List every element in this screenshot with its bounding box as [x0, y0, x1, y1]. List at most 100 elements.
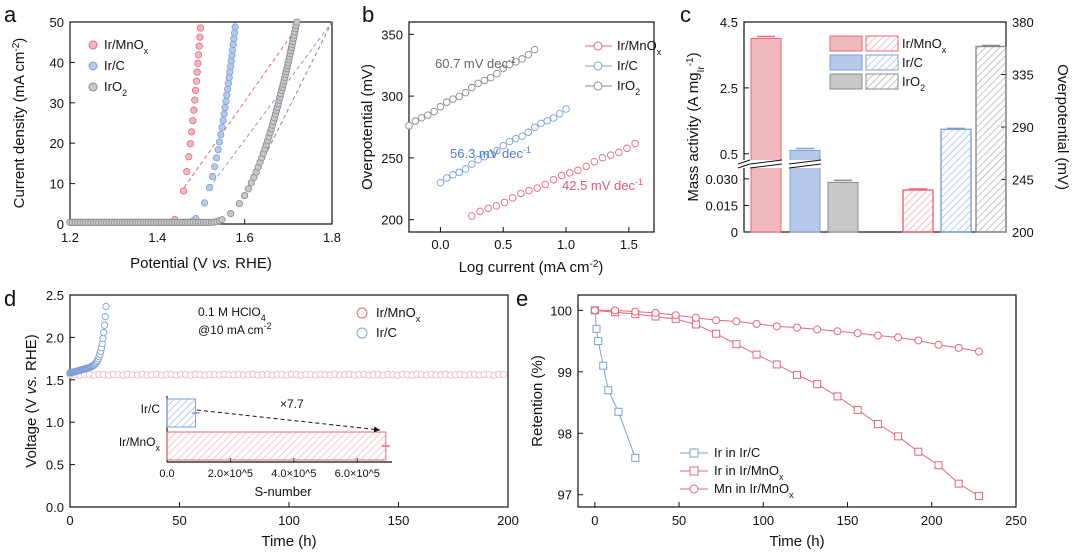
- e-point: [934, 340, 943, 349]
- a-xlabel: Potential (V vs. RHE): [130, 255, 272, 272]
- b-annot-iro2: 60.7 mV dec-1: [435, 55, 516, 71]
- e-point: [604, 386, 613, 395]
- c-ytick-right-label: 245: [1012, 173, 1034, 188]
- b-point: [623, 144, 631, 153]
- d-ylabel: Voltage (V vs. RHE): [23, 334, 40, 467]
- b-point: [524, 128, 533, 136]
- a-xtick-label: 1.6: [236, 230, 254, 245]
- b-point: [417, 113, 426, 122]
- a-point: [221, 103, 229, 112]
- c-ytick-left-label: 4.5: [720, 15, 738, 30]
- c-ytick-left-label: 0.030: [705, 172, 738, 187]
- e-point: [732, 317, 741, 326]
- svg-text:IrO2: IrO2: [104, 79, 127, 98]
- c-bar-break: [750, 160, 782, 168]
- c-bar-break-line: [749, 159, 783, 165]
- b-point: [492, 202, 501, 210]
- a-point: [205, 183, 214, 192]
- a-point: [293, 18, 301, 26]
- b-point: [486, 73, 495, 82]
- e-point: [594, 337, 603, 346]
- svg-text:IrO2: IrO2: [617, 78, 640, 97]
- e-point: [631, 307, 640, 316]
- d-ytick-label: 2.0: [46, 330, 64, 345]
- b-point: [455, 92, 464, 101]
- c-bar-break-line: [749, 163, 783, 169]
- a-point: [231, 23, 239, 31]
- inset-annotation: ×7.7: [280, 397, 304, 411]
- a-point: [218, 123, 226, 132]
- b-xlabel: Log current (mA cm-2): [459, 259, 604, 277]
- b-point: [574, 166, 582, 175]
- d-ytick-label: 1.5: [46, 373, 64, 388]
- svg-text:0.1 M HClO4: 0.1 M HClO4: [198, 305, 266, 323]
- d-point-irc: [101, 312, 109, 321]
- e-point: [599, 361, 608, 370]
- e-point: [793, 323, 801, 332]
- d-xtick-label: 150: [388, 513, 410, 528]
- b-annot-irc: 56.3 mV dec-1: [450, 145, 531, 161]
- d-point-irmno: [499, 371, 508, 379]
- e-xtick-label: 50: [672, 513, 686, 528]
- a-point: [196, 24, 205, 32]
- inset-xtick-label: 6.0×10^5: [335, 468, 380, 480]
- b-point: [476, 207, 484, 216]
- e-point: [631, 453, 640, 462]
- a-point: [230, 29, 239, 37]
- e-point: [691, 313, 700, 322]
- a-point: [230, 35, 238, 43]
- a-point: [212, 154, 221, 162]
- c-bar-overpotential: [975, 45, 1007, 233]
- b-point: [566, 169, 574, 177]
- a-point: [224, 85, 232, 93]
- b-point: [493, 146, 501, 155]
- c-break-mark: [737, 159, 751, 165]
- b-point: [533, 184, 541, 192]
- b-point: [442, 174, 451, 182]
- e-point: [712, 316, 721, 325]
- b-legend: Ir/MnOx Ir/C IrO2: [585, 38, 662, 97]
- e-line: [594, 310, 636, 459]
- c-legend: Ir/MnOx Ir/C IrO2: [829, 35, 947, 93]
- b-point: [557, 171, 566, 180]
- a-point: [244, 185, 252, 193]
- e-xtick-label: 150: [837, 513, 859, 528]
- b-point: [598, 153, 607, 162]
- b-ytick-label: 250: [381, 151, 403, 166]
- e-point: [954, 343, 963, 352]
- b-point: [582, 162, 590, 171]
- b-legend-irc: Ir/C: [617, 58, 638, 73]
- b-point: [436, 102, 445, 111]
- b-xtick-label: 0.5: [494, 237, 512, 252]
- e-xtick-label: 200: [921, 513, 943, 528]
- c-ylabel-right: Overpotential (mV): [1054, 64, 1071, 190]
- e-ytick-label: 97: [558, 488, 572, 503]
- svg-text:Ir/MnOx: Ir/MnOx: [104, 37, 149, 56]
- c-ytick-left-label: 0.015: [705, 198, 738, 213]
- panel-letter-a: a: [4, 2, 17, 27]
- a-ylabel: Current density (mA cm-2): [11, 38, 29, 209]
- b-point: [615, 148, 623, 157]
- e-ylabel: Retention (%): [529, 355, 546, 447]
- b-point: [549, 175, 558, 184]
- e-point: [853, 329, 862, 338]
- e-point: [671, 311, 680, 320]
- c-break-gap: [738, 160, 750, 168]
- d-point-irc: [100, 321, 109, 329]
- a-xtick-label: 1.4: [148, 230, 166, 245]
- b-point: [517, 189, 525, 198]
- a-point: [189, 117, 197, 125]
- b-point: [461, 88, 470, 97]
- a-ytick-label: 40: [50, 55, 64, 70]
- e-ytick-label: 100: [550, 303, 572, 318]
- c-break-mark: [737, 163, 751, 169]
- b-point: [430, 107, 438, 116]
- svg-text:Ir in Ir/MnOx: Ir in Ir/MnOx: [714, 463, 784, 482]
- a-point: [223, 91, 231, 99]
- e-point: [894, 333, 903, 342]
- b-point: [543, 116, 551, 125]
- a-ytick-label: 30: [50, 96, 64, 111]
- e-point: [691, 320, 700, 329]
- a-legend: Ir/MnOx Ir/C IrO2: [88, 37, 149, 98]
- c-ytick-right-label: 335: [1012, 68, 1034, 83]
